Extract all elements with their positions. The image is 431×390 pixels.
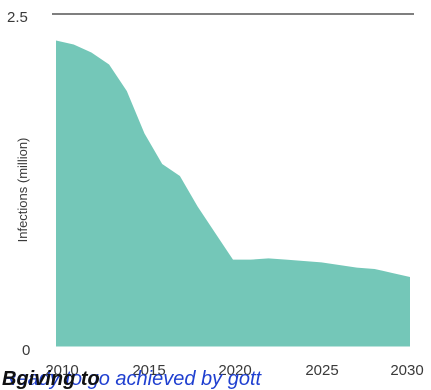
x-tick-2010: 2010 (45, 362, 78, 379)
x-tick-2025: 2025 (305, 362, 338, 379)
y-axis-label: Infections (million) (15, 138, 30, 243)
y-tick-top: 2.5 (7, 9, 28, 26)
y-tick-bottom: 0 (22, 342, 30, 359)
caption-line-b: Bgiving to (2, 368, 100, 390)
x-tick-2030: 2030 (390, 362, 423, 379)
infections-area (56, 40, 410, 347)
x-tick-2015: 2015 (132, 362, 165, 379)
caption-line-a: Ready to go achieved by gott (2, 368, 262, 390)
x-tick-2020: 2020 (218, 362, 251, 379)
